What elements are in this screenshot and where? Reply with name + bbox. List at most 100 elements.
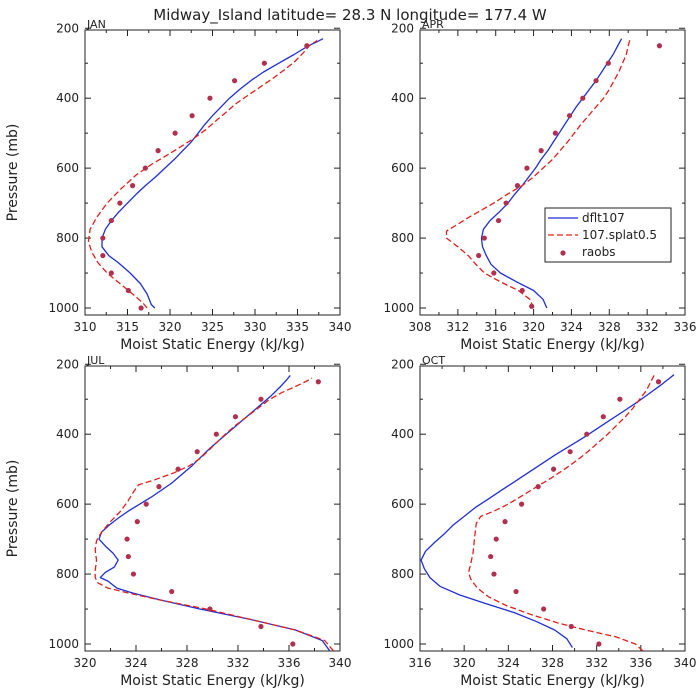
x-tick-label-oct: 316	[409, 656, 432, 670]
point-raobs-jan	[189, 113, 195, 119]
x-tick-label-apr: 332	[636, 320, 659, 334]
point-raobs-jan	[130, 183, 136, 189]
data-oct	[420, 374, 675, 651]
point-raobs-oct	[655, 379, 662, 385]
chart-title: Midway_Island latitude= 28.3 N longitude…	[153, 6, 547, 25]
line-107-splat0-5-apr	[445, 39, 631, 309]
point-raobs-apr	[538, 148, 544, 154]
point-raobs-oct	[567, 449, 573, 455]
point-raobs-apr	[495, 217, 502, 224]
x-tick-label-jan: 320	[159, 320, 182, 334]
line-dflt107-jul	[98, 374, 331, 651]
point-raobs-apr	[476, 252, 482, 259]
point-raobs-jan	[138, 305, 144, 311]
point-raobs-jul	[194, 449, 200, 455]
y-tick-label-jan: 600	[56, 161, 79, 175]
y-tick-label-jan: 200	[56, 21, 79, 35]
x-tick-label-jul: 336	[278, 656, 301, 670]
point-raobs-jul	[207, 606, 213, 612]
point-raobs-jul	[315, 379, 321, 385]
point-raobs-apr	[656, 43, 663, 49]
y-tick-label-apr: 600	[391, 161, 414, 175]
y-tick-label-apr: 400	[391, 91, 414, 105]
data-jan	[87, 38, 324, 311]
x-tick-label-apr: 316	[484, 320, 507, 334]
x-axis-title-jul: Moist Static Energy (kJ/kg)	[120, 673, 305, 689]
x-tick-label-oct: 336	[629, 656, 652, 670]
panel-label-apr: APR	[422, 18, 444, 31]
line-dflt107-oct	[420, 374, 675, 648]
y-tick-label-apr: 800	[391, 231, 414, 245]
y-tick-label-jan: 1000	[48, 301, 79, 315]
point-raobs-apr	[580, 95, 586, 101]
panel-jul: JUL 320 324 328 332 336 340 200 400 600 800 1000 Moi…	[5, 354, 351, 689]
x-tick-label-jan: 335	[286, 320, 309, 334]
data-apr	[445, 38, 663, 309]
point-raobs-apr	[524, 165, 530, 171]
x-tick-label-oct: 332	[585, 656, 608, 670]
point-raobs-jul	[232, 414, 239, 420]
point-raobs-apr	[491, 270, 497, 276]
point-raobs-jul	[134, 519, 140, 525]
x-tick-label-apr: 336	[674, 320, 697, 334]
point-raobs-jul	[290, 641, 296, 647]
y-tick-label-oct: 1000	[383, 637, 414, 651]
x-tick-label-jan: 310	[74, 320, 97, 334]
y-axis-title-jan: Pressure (mb)	[5, 124, 21, 222]
point-raobs-jan	[142, 165, 148, 171]
panel-label-jul: JUL	[86, 354, 105, 367]
panel-jan: JAN 310 315 320 325 330 335 340 200 400 600 800 1000…	[5, 18, 351, 353]
x-tick-label-jan: 325	[201, 320, 224, 334]
x-tick-label-apr: 324	[560, 320, 583, 334]
legend-label-dflt107: dflt107	[582, 211, 625, 225]
x-tick-label-jan: 340	[329, 320, 352, 334]
point-raobs-apr	[552, 130, 558, 136]
point-raobs-jan	[125, 287, 131, 294]
x-tick-label-apr: 320	[522, 320, 545, 334]
x-tick-label-jul: 328	[176, 656, 199, 670]
plot-frame-apr	[419, 29, 686, 316]
point-raobs-jan	[100, 252, 106, 259]
y-tick-label-jan: 800	[56, 231, 79, 245]
point-raobs-jul	[169, 588, 175, 595]
y-tick-label-oct: 200	[391, 357, 414, 371]
point-raobs-jan	[100, 235, 106, 241]
point-raobs-jan	[108, 270, 114, 276]
y-tick-label-jan: 400	[56, 91, 79, 105]
panel-label-jan: JAN	[86, 18, 106, 31]
point-raobs-jan	[172, 130, 178, 136]
x-tick-label-jul: 324	[125, 656, 148, 670]
point-raobs-oct	[596, 641, 602, 647]
line-107-splat0-5-oct	[467, 375, 655, 651]
point-raobs-apr	[566, 113, 573, 119]
point-raobs-apr	[605, 60, 611, 66]
x-axis-title-apr: Moist Static Energy (kJ/kg)	[460, 337, 645, 353]
x-tick-label-jan: 330	[244, 320, 267, 334]
y-axis-title-jul: Pressure (mb)	[5, 460, 21, 558]
y-tick-label-jul: 200	[56, 357, 79, 371]
point-raobs-oct	[617, 396, 623, 402]
point-raobs-apr	[481, 235, 487, 241]
panel-oct: OCT 316 320 324 328 332 336 340 200 400 600 800 1000…	[383, 354, 696, 689]
point-raobs-oct	[568, 623, 574, 630]
point-raobs-jul	[258, 396, 264, 402]
y-tick-label-apr: 200	[391, 21, 414, 35]
line-107-splat0-5-jul	[94, 377, 335, 651]
x-tick-label-oct: 340	[674, 656, 697, 670]
point-raobs-apr	[514, 183, 521, 189]
point-raobs-oct	[491, 571, 497, 577]
point-raobs-jul	[124, 536, 130, 542]
point-raobs-apr	[503, 200, 509, 206]
x-tick-label-oct: 324	[497, 656, 520, 670]
point-raobs-oct	[518, 501, 525, 507]
y-tick-label-jul: 800	[56, 567, 79, 581]
point-raobs-oct	[493, 536, 499, 542]
y-tick-label-apr: 1000	[383, 301, 414, 315]
point-raobs-oct	[551, 466, 557, 472]
legend-marker-raobs	[560, 250, 566, 256]
point-raobs-jan	[261, 60, 267, 66]
point-raobs-jul	[143, 501, 149, 507]
point-raobs-jan	[108, 217, 114, 224]
point-raobs-oct	[488, 553, 494, 560]
